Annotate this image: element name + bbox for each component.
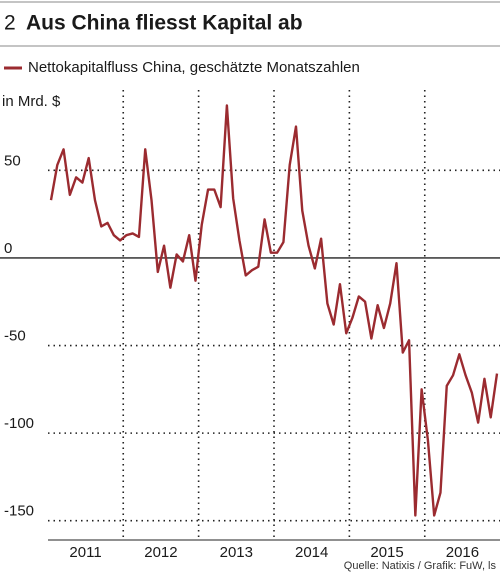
legend-label: Nettokapitalfluss China, geschätzte Mona… [28, 59, 360, 76]
source: Quelle: Natixis / Grafik: FuW, ls [344, 560, 497, 572]
chart-title: Aus China fliesst Kapital ab [26, 12, 303, 35]
y-axis-label: in Mrd. $ [2, 93, 61, 110]
y-tick-label: 0 [4, 240, 12, 257]
x-tick-label: 2012 [144, 544, 177, 561]
y-tick-label: -150 [4, 503, 34, 520]
x-tick-label: 2016 [446, 544, 479, 561]
y-tick-label: 50 [4, 152, 21, 169]
data-line [49, 104, 499, 517]
chart-number: 2 [4, 12, 16, 35]
x-tick-label: 2014 [295, 544, 328, 561]
y-tick-label: -50 [4, 328, 26, 345]
x-tick-label: 2013 [220, 544, 253, 561]
x-tick-label: 2015 [370, 544, 403, 561]
x-tick-label: 2011 [69, 544, 101, 561]
y-tick-label: -100 [4, 415, 34, 432]
